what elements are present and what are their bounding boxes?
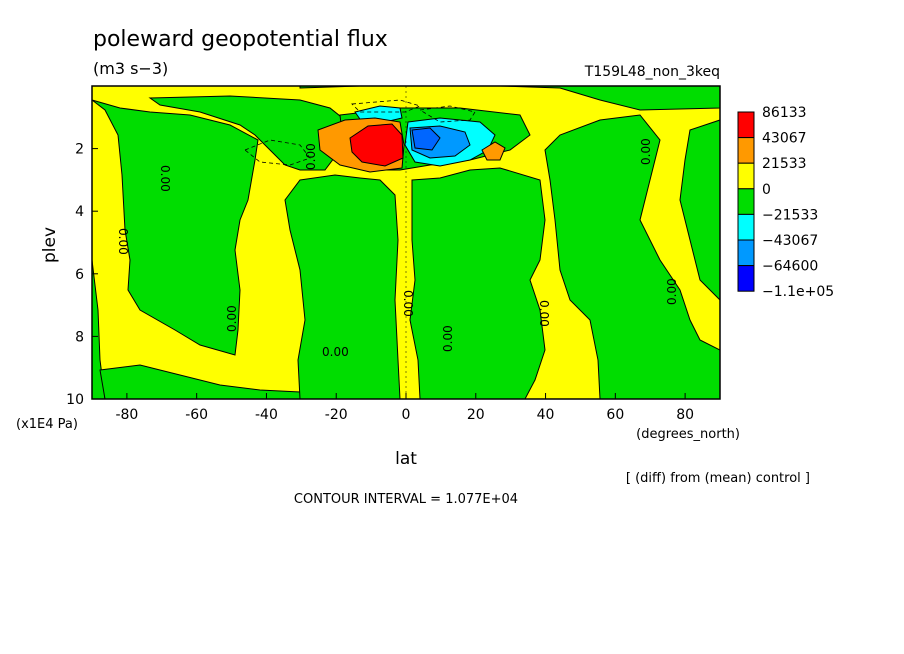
contour-interval-text: CONTOUR INTERVAL = 1.077E+04 [294,492,518,507]
dashed-contour-1 [244,139,311,166]
x-tick-label: 20 [467,407,485,423]
x-axis-label: lat [395,449,417,469]
colorbar-swatch [737,111,755,139]
contour-label: 0.00 [665,278,679,305]
contour-label: 0.00 [401,290,415,317]
contour-label: 0.00 [322,345,349,359]
contour-label: 0.00 [225,305,239,332]
x-tick-label: -40 [255,407,278,423]
dashed-contour-3 [351,99,422,113]
x-axis-units: (degrees_north) [636,427,740,442]
y-tick-label: 2 [75,142,84,158]
contour-label: 0.00 [537,300,551,327]
green-region-central-left [284,174,401,400]
red-region-max [349,123,404,167]
green-region-central-right [409,167,546,400]
colorbar-swatch [737,162,755,190]
colorbar-swatch [737,188,755,215]
diff-note: [ (diff) from (mean) control ] [626,471,810,486]
orange-region-right [481,141,506,161]
contour-label: 0.00 [304,143,318,170]
contour-label: 0.00 [158,165,172,192]
x-tick-label: -60 [185,407,208,423]
colorbar-label: 86133 [762,105,807,121]
colorbar-label: −21533 [762,207,818,223]
dashed-contour-2 [418,105,476,123]
x-axis: -80 -60 -40 -20 0 20 40 60 80 [115,393,694,423]
cyan-regions [354,105,496,167]
colorbar-label: 0 [762,182,771,198]
y-tick-label: 10 [66,392,84,408]
y-axis: 2 4 6 8 10 [66,142,98,408]
experiment-label: T159L48_non_3keq [584,64,720,80]
y-axis-units: (x1E4 Pa) [16,417,78,432]
colorbar-swatch [737,265,755,292]
plot-area: 0.00 0.00 0.00 0.00 0.00 0.00 0.00 0.00 … [91,85,721,400]
green-region-right [544,114,721,400]
green-region-left-edge [91,99,259,356]
x-tick-label: 60 [606,407,624,423]
colorbar-label: −1.1e+05 [762,284,834,300]
y-tick-label: 4 [75,204,84,220]
chart-units: (m3 s−3) [93,59,168,78]
positive-regions [317,117,506,173]
blue-region-min [411,127,441,151]
y-axis-label: plev [40,227,60,263]
x-tick-label: -20 [325,407,348,423]
colorbar-swatch [737,239,755,267]
colorbar: 86133 43067 21533 0 −21533 −43067 −64600 −1.1e+… [737,105,834,300]
colorbar-label: −64600 [762,259,818,275]
colorbar-label: −43067 [762,233,818,249]
y-tick-label: 6 [75,267,84,283]
contour-label: 0.00 [441,325,455,352]
colorbar-label: 21533 [762,156,807,172]
x-tick-label: 40 [537,407,555,423]
dashed-contours [244,99,476,166]
chart-title: poleward geopotential flux [93,27,388,52]
x-tick-label: 0 [402,407,411,423]
green-region-upper-band [148,95,346,171]
colorbar-label: 43067 [762,131,807,147]
x-tick-label: 80 [676,407,694,423]
colorbar-swatch [737,213,755,241]
contour-label: 0.00 [639,138,653,165]
colorbar-swatch [737,137,755,164]
x-tick-label: -80 [115,407,138,423]
contour-label: 0.00 [116,228,130,255]
y-tick-label: 8 [75,329,84,345]
contour-labels: 0.00 0.00 0.00 0.00 0.00 0.00 0.00 0.00 … [116,138,679,359]
